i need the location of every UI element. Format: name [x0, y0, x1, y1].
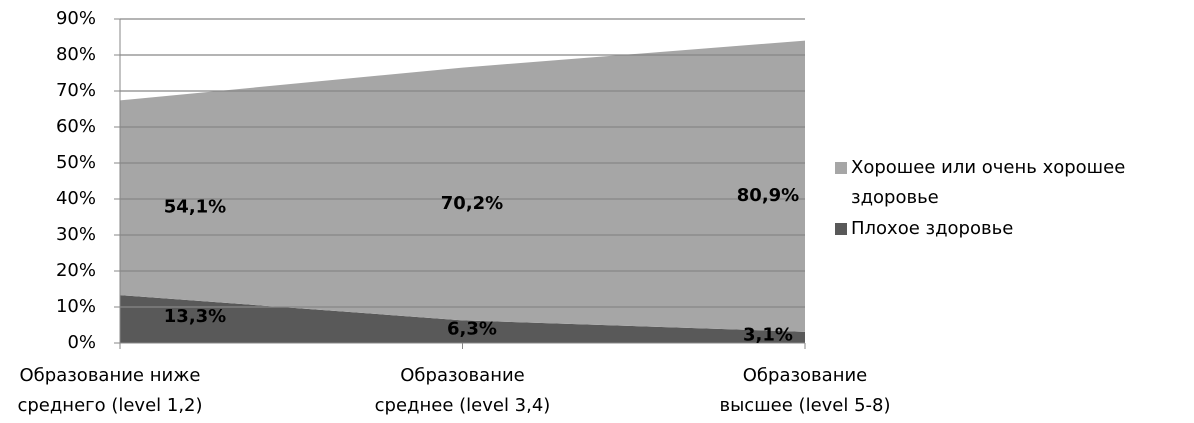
x-tick-label: Образование среднее (level 3,4)	[374, 365, 551, 416]
value-label: 70,2%	[441, 193, 503, 214]
y-tick-label: 30%	[56, 224, 96, 245]
x-tick-label: Образование высшее (level 5-8)	[719, 365, 891, 416]
y-tick-label: 0%	[67, 332, 96, 353]
value-label: 80,9%	[737, 185, 799, 206]
area	[120, 40, 805, 332]
value-label: 6,3%	[447, 319, 497, 340]
y-tick-label: 10%	[56, 296, 96, 317]
legend-swatch	[835, 162, 847, 174]
x-tick-label: Образование ниже среднего (level 1,2)	[17, 365, 203, 416]
legend-swatch	[835, 223, 847, 235]
area	[120, 295, 805, 343]
legend-label: Хорошее или очень хорошее здоровье	[851, 157, 1126, 208]
value-label: 13,3%	[164, 306, 226, 327]
y-tick-label: 40%	[56, 188, 96, 209]
value-label: 3,1%	[743, 324, 793, 345]
y-tick-label: 50%	[56, 152, 96, 173]
y-tick-label: 70%	[56, 80, 96, 101]
value-label: 54,1%	[164, 197, 226, 218]
y-tick-label: 80%	[56, 44, 96, 65]
legend-label: Плохое здоровье	[851, 218, 1014, 239]
y-tick-label: 60%	[56, 116, 96, 137]
y-tick-label: 20%	[56, 260, 96, 281]
y-tick-label: 90%	[56, 8, 96, 29]
